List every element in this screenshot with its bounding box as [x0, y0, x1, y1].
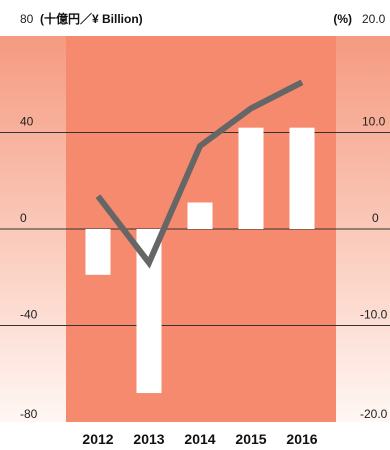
- y-left-tick-label: 80: [20, 12, 34, 26]
- y-right-tick-label: 10.0: [362, 115, 386, 129]
- x-category-label: 2012: [82, 431, 113, 447]
- y-right-tick-label: 0: [372, 211, 379, 225]
- y-left-unit-label: (十億円／¥ Billion): [40, 11, 143, 26]
- y-left-tick-label: 40: [20, 115, 34, 129]
- x-category-label: 2013: [133, 431, 164, 447]
- y-right-tick-label: -20.0: [360, 407, 388, 421]
- x-category-label: 2014: [184, 431, 215, 447]
- bar-series: [85, 127, 315, 394]
- y-left-tick-label: 0: [20, 211, 27, 225]
- ratio-line: [95, 79, 304, 269]
- y-right-ticks: 20.0 10.0 0 -10.0 -20.0: [360, 12, 388, 421]
- y-right-tick-label: -10.0: [360, 308, 388, 322]
- bar: [289, 127, 315, 229]
- x-category-label: 2016: [286, 431, 317, 447]
- bar: [238, 127, 264, 229]
- y-right-unit-label: (%): [333, 12, 352, 26]
- bar: [187, 202, 213, 229]
- bar: [85, 229, 111, 275]
- y-right-tick-label: 20.0: [362, 12, 386, 26]
- y-left-tick-label: -40: [20, 308, 38, 322]
- x-category-labels: 2012 2013 2014 2015 2016: [82, 431, 317, 447]
- y-left-ticks: 80 40 0 -40 -80: [20, 12, 38, 421]
- x-category-label: 2015: [235, 431, 266, 447]
- y-left-tick-label: -80: [20, 407, 38, 421]
